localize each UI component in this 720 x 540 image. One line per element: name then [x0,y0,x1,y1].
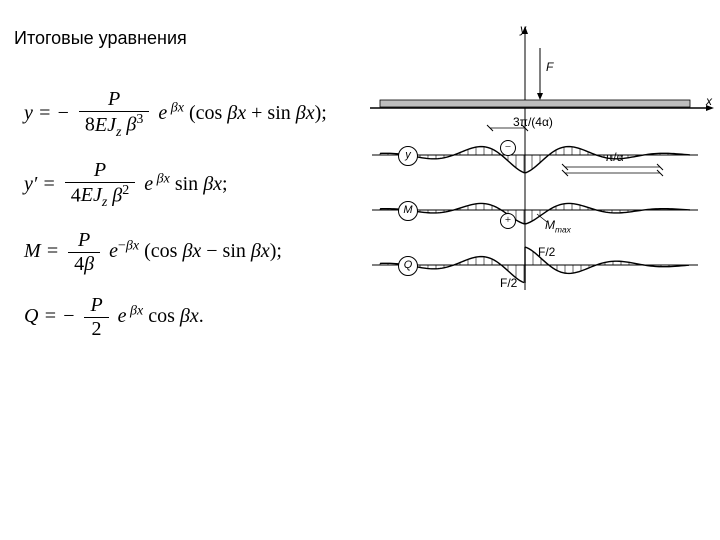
eq-yp-den: 4EJz β2 [65,183,136,212]
eq-q-tail: e βx cos βx. [118,305,204,327]
mmax-m: M [545,218,555,232]
pi-label: π/α [605,150,624,164]
diagram: y F x 3π/(4α) π/α y M Q − + Mmax F/2 F/2 [360,20,720,330]
eq-y-lhs: y = − [24,102,70,124]
eq-yp-num: P [65,159,136,183]
equation-m: M = P 4β e−βx (cos βx − sin βx); [24,229,384,276]
eq-m-tail: e−βx (cos βx − sin βx); [109,240,282,262]
eq-m-num: P [68,229,100,253]
eq-y-tail: e βx (cos βx + sin βx); [158,102,326,124]
eq-m-frac: P 4β [68,229,100,276]
axis-x-label: x [706,94,712,108]
mmax-sub: max [555,224,571,234]
axis-y-label: y [520,22,526,36]
eq-m-den: 4β [68,253,100,276]
diagram-svg [360,20,720,330]
mmax-label: Mmax [545,218,571,234]
page-title: Итоговые уравнения [14,28,187,49]
eq-q-lhs: Q = − [24,305,75,327]
eq-yp-tail: e βx sin βx; [144,173,227,195]
equation-y: y = − P 8EJz β3 e βx (cos βx + sin βx); [24,88,384,141]
f2-upper: F/2 [538,245,555,259]
eq-y-den: 8EJz β3 [79,112,150,141]
circle-m: M [398,201,418,221]
sign-plus: + [500,213,516,229]
eq-m-lhs: M = [24,240,59,262]
sign-minus: − [500,140,516,156]
circle-y: y [398,146,418,166]
equations-block: y = − P 8EJz β3 e βx (cos βx + sin βx); … [24,70,384,359]
eq-yp-lhs: y′ = [24,173,56,195]
force-label: F [546,60,553,74]
eq-yp-frac: P 4EJz β2 [65,159,136,212]
circle-q: Q [398,256,418,276]
equation-q: Q = − P 2 e βx cos βx. [24,294,384,341]
three-pi-label: 3π/(4α) [513,115,553,129]
eq-y-frac: P 8EJz β3 [79,88,150,141]
eq-q-den: 2 [84,318,108,341]
eq-y-num: P [79,88,150,112]
eq-q-frac: P 2 [84,294,108,341]
f2-lower: F/2 [500,276,517,290]
eq-q-num: P [84,294,108,318]
equation-yprime: y′ = P 4EJz β2 e βx sin βx; [24,159,384,212]
